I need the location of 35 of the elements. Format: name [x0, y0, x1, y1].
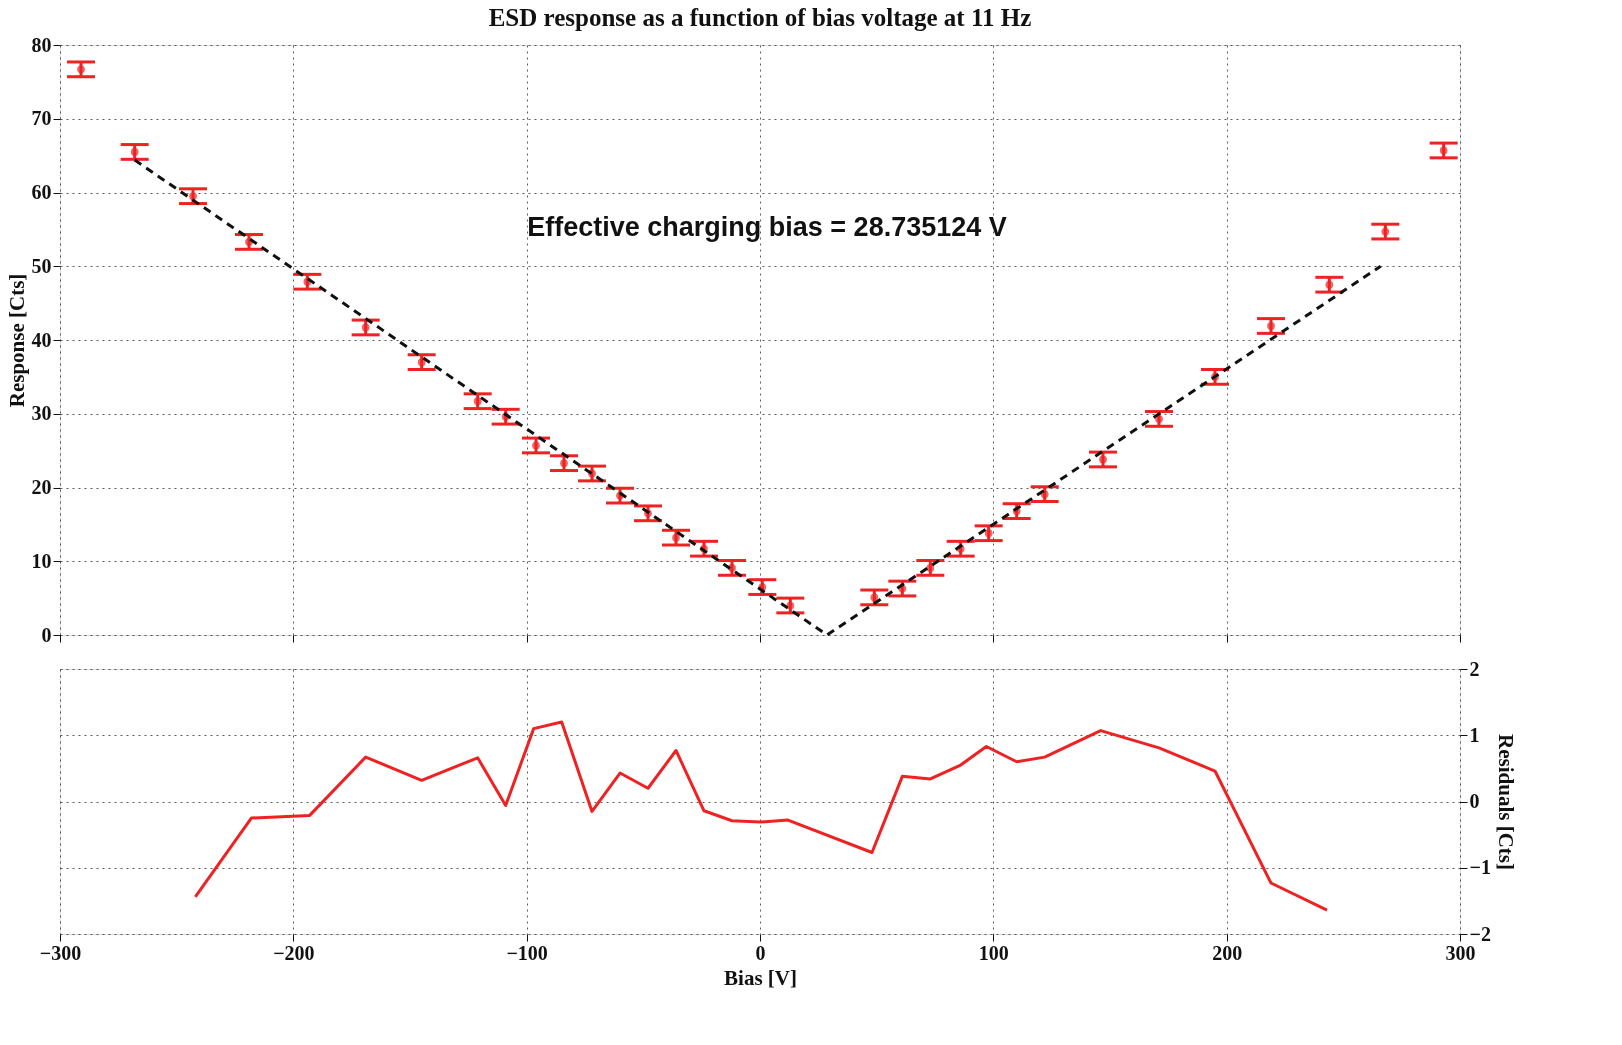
point — [417, 358, 426, 366]
y-tick-label: 0 — [41, 623, 52, 646]
y2-axis-title: Residuals [Cts] — [1493, 734, 1518, 870]
y-tick-label: 50 — [31, 254, 52, 277]
x-tick-label: 200 — [1212, 941, 1243, 964]
y2-tick-label: 2 — [1469, 657, 1480, 680]
x-tick-label: 100 — [978, 941, 1009, 964]
chart-title: ESD response as a function of bias voltage at 11 Hz — [488, 4, 1032, 31]
y-tick-label: 80 — [31, 33, 52, 56]
point — [189, 192, 197, 201]
y2-tick-label: 0 — [1469, 790, 1480, 812]
point — [130, 148, 139, 156]
y2-tick-label: −1 — [1469, 856, 1491, 879]
point — [1325, 280, 1334, 289]
x-tick-label: −200 — [273, 941, 315, 964]
x-axis-title: Bias [V] — [724, 965, 797, 990]
y-axis-title: Response [Cts] — [4, 273, 29, 408]
point — [1267, 322, 1275, 330]
y-tick-label: 40 — [31, 328, 52, 351]
y-tick-label: 60 — [31, 181, 52, 203]
annotation: Effective charging bias = 28.735124 V — [527, 211, 1007, 242]
point — [77, 65, 85, 74]
x-tick-label: −300 — [39, 941, 82, 964]
point — [984, 529, 993, 538]
y-tick-label: 20 — [31, 476, 52, 498]
line-series — [193, 720, 1329, 912]
x-tick-label: −100 — [506, 941, 548, 964]
point — [473, 397, 482, 406]
x-tick-label: 0 — [755, 941, 766, 964]
y-tick-label: 30 — [31, 402, 52, 425]
point — [926, 564, 935, 572]
point — [560, 459, 568, 468]
y-tick-label: 70 — [31, 107, 52, 130]
y-tick-label: 10 — [31, 549, 52, 572]
y2-tick-label: 1 — [1469, 723, 1480, 746]
